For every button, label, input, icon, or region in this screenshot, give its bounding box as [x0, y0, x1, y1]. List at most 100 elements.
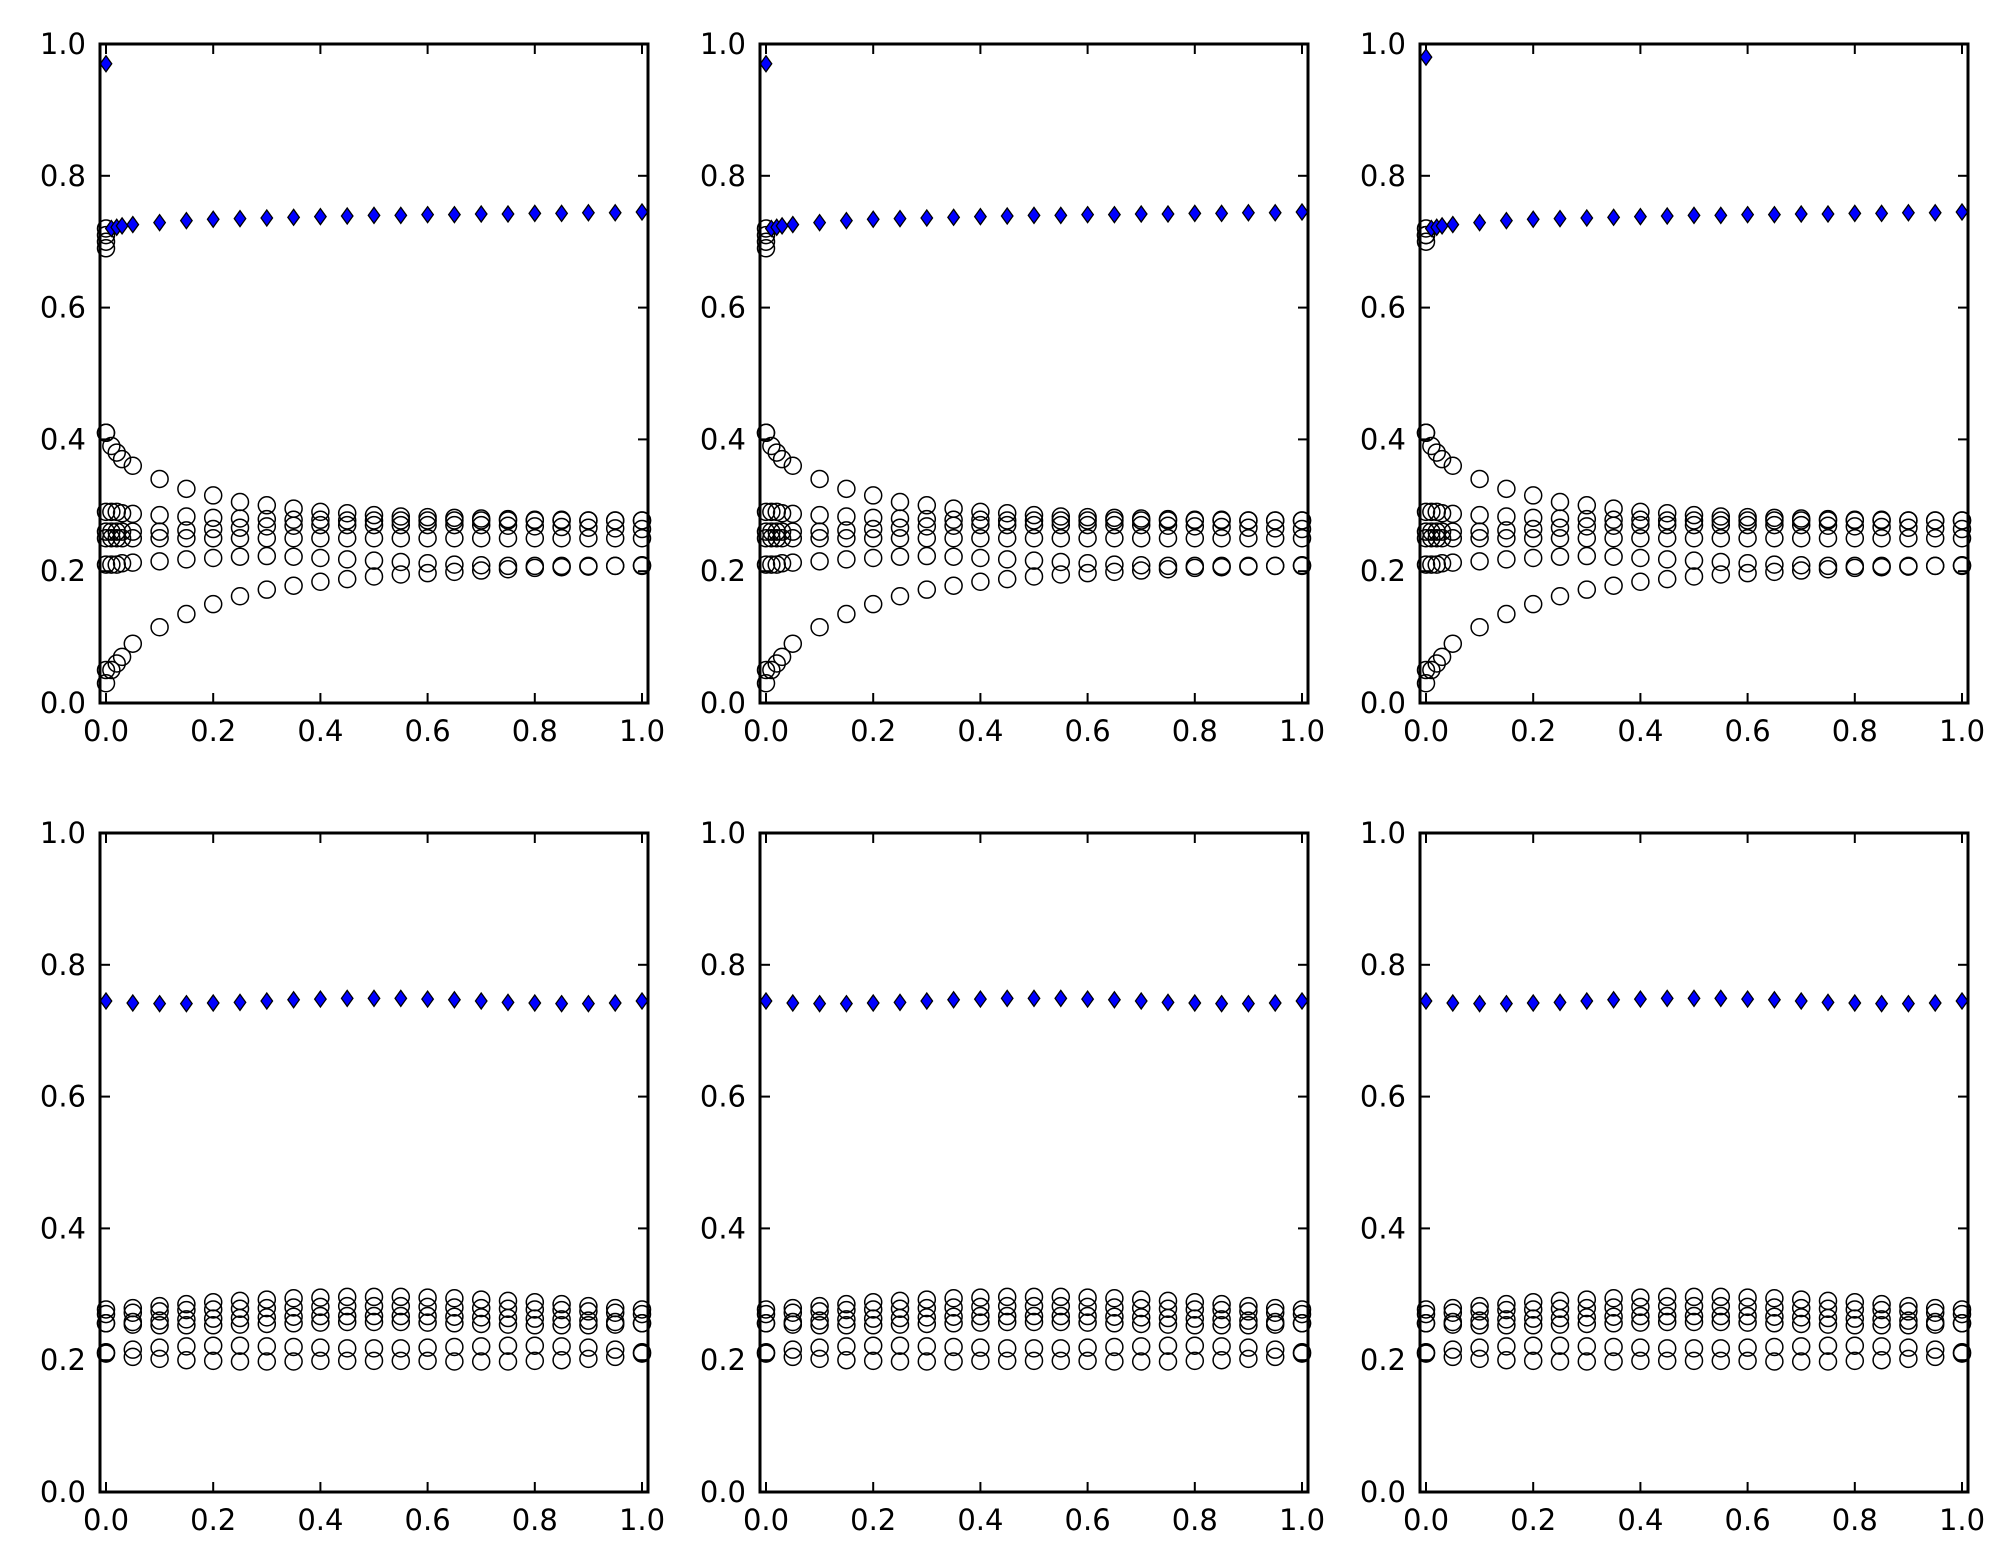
data-point-circle: [1577, 1352, 1597, 1371]
data-point-circle: [971, 1351, 990, 1371]
data-point-circle: [257, 546, 277, 566]
data-point-diamond: [866, 993, 880, 1013]
data-point-circle: [1631, 572, 1650, 591]
circle-series: [1416, 515, 1972, 541]
data-point-circle: [418, 515, 437, 535]
data-point-circle: [337, 515, 357, 535]
data-point-circle: [257, 529, 277, 548]
data-point-circle: [1925, 1347, 1945, 1367]
data-point-circle: [890, 1308, 910, 1328]
data-point-circle: [837, 521, 856, 540]
data-point-circle: [1105, 515, 1124, 535]
x-tick-label: 0.8: [1832, 714, 1878, 748]
data-point-circle: [1845, 1316, 1865, 1335]
data-point-circle: [112, 529, 132, 548]
data-point-circle: [1185, 558, 1205, 578]
x-tick-label: 0.4: [957, 1503, 1003, 1537]
data-point-circle: [944, 576, 963, 595]
data-point-circle: [311, 502, 330, 522]
x-tick-label: 0.6: [1725, 1503, 1771, 1537]
data-point-circle: [917, 1298, 937, 1318]
data-point-circle: [1577, 1314, 1597, 1334]
data-point-diamond: [759, 54, 773, 73]
data-point-circle: [525, 511, 545, 530]
data-point-circle: [1738, 563, 1757, 583]
data-point-diamond: [1054, 206, 1068, 225]
data-point-circle: [1604, 547, 1623, 566]
data-point-circle: [997, 511, 1017, 530]
data-point-circle: [1078, 1338, 1097, 1357]
data-point-circle: [810, 529, 829, 548]
y-tick-label: 0.0: [700, 686, 746, 720]
data-point-diamond: [1714, 989, 1728, 1008]
data-point-circle: [1443, 1303, 1463, 1323]
data-point-circle: [112, 554, 132, 573]
data-point-diamond: [839, 211, 853, 230]
data-point-circle: [1470, 469, 1489, 489]
data-point-circle: [772, 529, 792, 548]
x-tick-label: 0.4: [297, 1503, 343, 1537]
data-point-circle: [783, 456, 803, 476]
data-point-circle: [810, 469, 829, 489]
data-point-circle: [1470, 522, 1489, 541]
data-point-circle: [552, 1350, 571, 1370]
circle-series: [96, 515, 652, 541]
data-point-circle: [1239, 1349, 1258, 1369]
data-point-circle: [230, 529, 250, 548]
data-point-circle: [1684, 1351, 1704, 1371]
data-point-circle: [418, 1351, 437, 1371]
data-point-circle: [1577, 509, 1597, 529]
data-point-circle: [1131, 1298, 1151, 1318]
data-point-diamond: [635, 202, 649, 222]
x-tick-label: 1.0: [619, 714, 665, 748]
data-point-circle: [177, 529, 196, 548]
circle-series: [1416, 556, 1972, 693]
data-point-diamond: [501, 204, 515, 224]
data-point-circle: [1470, 529, 1489, 548]
data-point-diamond: [1607, 990, 1621, 1009]
data-point-circle: [783, 1347, 803, 1367]
data-point-circle: [177, 507, 196, 526]
data-point-circle: [311, 548, 330, 568]
x-tick-label: 1.0: [1939, 1503, 1985, 1537]
circle-series: [756, 1306, 1312, 1333]
data-point-circle: [1131, 515, 1151, 535]
data-point-circle: [1497, 1300, 1516, 1320]
data-point-circle: [1738, 529, 1757, 548]
data-point-circle: [1550, 1352, 1570, 1371]
x-tick-label: 0.0: [743, 714, 789, 748]
x-tick-label: 0.8: [1172, 1503, 1218, 1537]
circle-series: [96, 502, 652, 530]
data-point-circle: [1657, 550, 1677, 569]
circle-series: [1416, 1296, 1972, 1324]
data-point-circle: [257, 1337, 277, 1356]
data-point-circle: [391, 1306, 411, 1326]
data-point-diamond: [1473, 213, 1487, 232]
data-point-circle: [1738, 1338, 1757, 1357]
data-point-circle: [1105, 1298, 1124, 1317]
data-point-diamond: [839, 994, 853, 1013]
data-point-circle: [525, 558, 545, 578]
data-point-circle: [471, 1298, 491, 1318]
data-point-circle: [1765, 1307, 1784, 1326]
data-point-circle: [1684, 511, 1704, 530]
circle-series: [1416, 529, 1972, 548]
data-point-circle: [1684, 1296, 1704, 1316]
data-point-circle: [1818, 529, 1838, 548]
data-point-circle: [1577, 546, 1597, 566]
axes-frame: [758, 831, 1310, 1494]
circle-series: [96, 1344, 652, 1371]
data-point-circle: [1158, 559, 1178, 579]
y-tick-label: 0.8: [40, 159, 86, 193]
data-point-circle: [1684, 1306, 1704, 1326]
data-point-circle: [756, 555, 776, 574]
axes-frame: [98, 831, 650, 1494]
data-point-circle: [203, 1300, 223, 1319]
data-point-circle: [1523, 594, 1543, 614]
data-point-circle: [997, 515, 1017, 535]
data-point-circle: [605, 1303, 625, 1323]
y-tick-label: 0.6: [700, 291, 746, 325]
data-point-circle: [997, 503, 1017, 523]
data-point-circle: [525, 1336, 545, 1355]
y-tick-label: 0.8: [700, 159, 746, 193]
